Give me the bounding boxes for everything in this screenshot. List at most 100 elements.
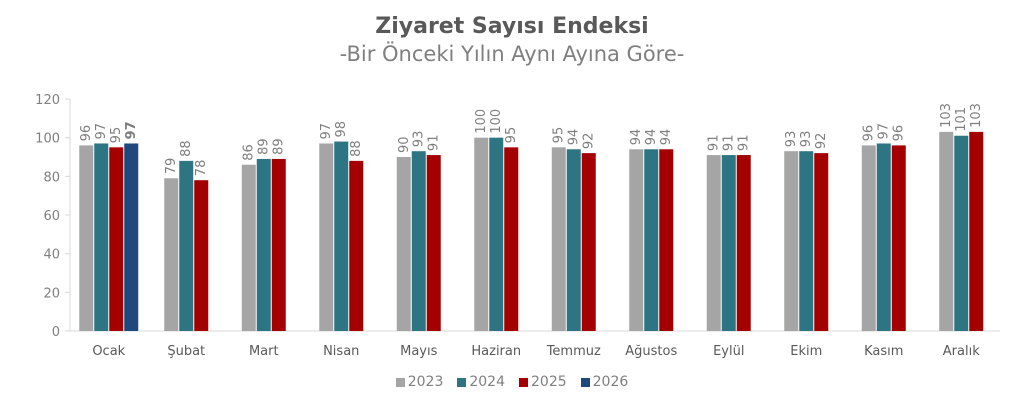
- x-tick-label: Kasım: [864, 344, 903, 359]
- data-label: 94: [644, 129, 659, 146]
- legend-item-2026: 2026: [580, 374, 629, 390]
- data-label: 79: [164, 158, 179, 175]
- bar-2023: [551, 147, 566, 331]
- bar-2025: [969, 131, 984, 331]
- bar-2025: [349, 160, 364, 331]
- bar-2025: [426, 155, 441, 331]
- bar-2023: [629, 149, 644, 331]
- data-label: 94: [567, 129, 582, 146]
- data-label: 97: [94, 123, 109, 140]
- data-label: 94: [629, 129, 644, 146]
- y-tick-label: 20: [43, 286, 60, 301]
- bar-2024: [334, 141, 349, 331]
- data-label: 92: [582, 133, 597, 150]
- x-tick-label: Haziran: [471, 344, 521, 359]
- legend-swatch-icon: [580, 377, 590, 387]
- bar-2025: [504, 147, 519, 331]
- bar-2023: [939, 131, 954, 331]
- x-tick-label: Mayıs: [400, 344, 437, 359]
- data-label: 96: [862, 125, 877, 142]
- bar-2026: [124, 143, 139, 331]
- x-tick-label: Şubat: [167, 344, 205, 359]
- data-label: 91: [722, 135, 737, 152]
- x-tick-label: Ekim: [790, 344, 822, 359]
- bar-2024: [799, 151, 814, 331]
- data-label: 89: [272, 138, 287, 155]
- data-label: 94: [659, 129, 674, 146]
- bar-2024: [489, 137, 504, 331]
- bar-2025: [659, 149, 674, 331]
- x-tick-label: Aralık: [943, 344, 980, 359]
- data-label: 90: [397, 136, 412, 153]
- bar-2024: [411, 151, 426, 331]
- bar-2024: [566, 149, 581, 331]
- bar-2025: [109, 147, 124, 331]
- data-label: 103: [939, 103, 954, 128]
- bar-2023: [706, 155, 721, 331]
- bar-2025: [271, 158, 286, 331]
- legend-item-2023: 2023: [395, 374, 444, 390]
- data-label: 91: [737, 135, 752, 152]
- x-tick-label: Nisan: [323, 344, 359, 359]
- bar-2025: [194, 180, 209, 331]
- bar-2024: [256, 158, 271, 331]
- bar-2024: [94, 143, 109, 331]
- data-label: 88: [349, 140, 364, 157]
- legend-item-2024: 2024: [457, 374, 505, 390]
- chart-subtitle: -Bir Önceki Yılın Aynı Ayına Göre-: [339, 42, 685, 66]
- y-tick-label: 100: [35, 132, 60, 147]
- chart-legend: 2023 2024 2025 2026: [0, 374, 1024, 390]
- data-label: 93: [784, 131, 799, 148]
- data-label: 96: [79, 125, 94, 142]
- data-label: 95: [552, 127, 567, 144]
- bar-2023: [241, 164, 256, 331]
- bar-2023: [784, 151, 799, 331]
- x-tick-label: Ağustos: [625, 344, 677, 359]
- data-label: 101: [954, 107, 969, 132]
- data-label: 93: [412, 131, 427, 148]
- data-label: 91: [707, 135, 722, 152]
- y-tick-label: 0: [52, 325, 60, 340]
- y-tick-label: 120: [35, 93, 60, 108]
- data-label: 88: [179, 140, 194, 157]
- bar-2025: [736, 155, 751, 331]
- legend-label: 2026: [592, 374, 629, 390]
- legend-label: 2024: [469, 374, 505, 390]
- data-label: 91: [427, 135, 442, 152]
- data-label: 78: [194, 160, 209, 177]
- bar-2024: [721, 155, 736, 331]
- bar-2025: [891, 145, 906, 331]
- legend-swatch-icon: [519, 377, 528, 387]
- data-label: 95: [109, 127, 124, 144]
- x-tick-label: Temmuz: [546, 344, 601, 359]
- bar-2023: [319, 143, 334, 331]
- bar-2024: [954, 135, 969, 331]
- bar-2023: [396, 157, 411, 331]
- bar-2025: [814, 153, 829, 331]
- data-label: 92: [814, 133, 829, 150]
- legend-label: 2023: [407, 374, 444, 390]
- data-label: 89: [257, 138, 272, 155]
- data-label: 103: [969, 103, 984, 128]
- data-label: 93: [799, 131, 814, 148]
- data-label: 97: [124, 121, 139, 139]
- bar-2024: [179, 160, 194, 331]
- legend-item-2025: 2025: [519, 374, 567, 390]
- data-label: 100: [489, 109, 504, 134]
- bar-2023: [164, 178, 179, 331]
- data-label: 96: [892, 125, 907, 142]
- x-tick-label: Ocak: [92, 344, 125, 359]
- data-label: 86: [242, 144, 257, 161]
- data-label: 95: [504, 127, 519, 144]
- legend-label: 2025: [531, 374, 567, 390]
- legend-swatch-icon: [457, 377, 467, 387]
- y-tick-label: 80: [43, 170, 60, 185]
- bar-2024: [644, 149, 659, 331]
- chart-title: Ziyaret Sayısı Endeksi: [375, 14, 649, 39]
- data-label: 98: [334, 121, 349, 138]
- bar-2023: [861, 145, 876, 331]
- legend-swatch-icon: [395, 377, 405, 387]
- data-label: 97: [877, 123, 892, 140]
- y-tick-label: 40: [43, 248, 60, 263]
